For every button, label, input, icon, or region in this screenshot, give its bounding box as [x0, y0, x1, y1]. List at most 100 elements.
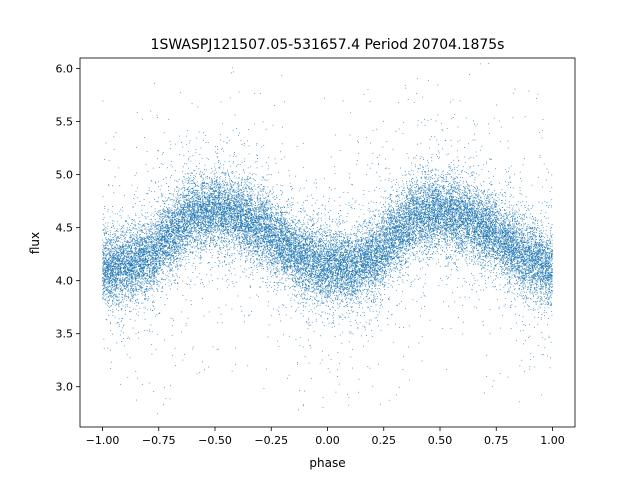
data-point	[324, 258, 326, 260]
data-point	[247, 226, 249, 228]
data-point	[289, 203, 291, 205]
data-point	[498, 242, 500, 244]
data-point	[205, 186, 207, 188]
data-point	[404, 197, 406, 199]
data-point	[346, 275, 348, 277]
data-point	[224, 206, 226, 208]
data-point	[219, 187, 220, 188]
data-point	[495, 234, 497, 235]
data-point	[265, 203, 267, 205]
data-point	[223, 184, 225, 186]
data-point	[370, 234, 372, 236]
data-point	[136, 112, 138, 113]
data-point	[146, 281, 147, 283]
data-point	[166, 254, 167, 256]
data-point	[521, 291, 523, 293]
data-point	[266, 240, 268, 242]
data-point	[370, 235, 372, 237]
data-point	[394, 253, 396, 255]
data-point	[395, 290, 397, 292]
data-point	[500, 214, 502, 215]
data-point	[155, 249, 157, 251]
data-point	[118, 255, 119, 256]
data-point	[168, 234, 170, 236]
data-point	[402, 218, 404, 219]
data-point	[346, 253, 347, 255]
data-point	[406, 228, 408, 229]
data-point	[187, 195, 189, 197]
data-point	[356, 279, 357, 280]
data-point	[332, 320, 334, 322]
data-point	[263, 250, 265, 252]
data-point	[285, 279, 287, 281]
data-point	[125, 277, 127, 279]
data-point	[115, 244, 117, 246]
data-point	[485, 216, 487, 218]
data-point	[361, 272, 363, 274]
data-point	[512, 219, 513, 221]
data-point	[364, 272, 366, 274]
data-point	[269, 229, 271, 231]
data-point	[230, 273, 232, 275]
data-point	[201, 218, 202, 220]
data-point	[356, 282, 357, 284]
data-point	[304, 288, 305, 290]
data-point	[304, 356, 306, 357]
data-point	[385, 222, 387, 224]
data-point	[213, 198, 214, 200]
data-point	[352, 249, 354, 251]
data-point	[146, 261, 148, 262]
data-point	[341, 276, 343, 277]
data-point	[376, 280, 378, 282]
data-point	[238, 185, 240, 186]
data-point	[257, 235, 259, 237]
data-point	[147, 247, 148, 249]
data-point	[408, 171, 410, 172]
data-point	[106, 231, 108, 233]
data-point	[382, 218, 383, 220]
data-point	[353, 247, 355, 249]
data-point	[358, 248, 359, 249]
data-point	[449, 219, 451, 221]
data-point	[322, 274, 324, 275]
data-point	[420, 211, 422, 213]
data-point	[258, 215, 260, 216]
data-point	[403, 207, 404, 209]
data-point	[277, 283, 278, 285]
data-point	[382, 265, 384, 267]
data-point	[525, 241, 527, 243]
data-point	[446, 258, 448, 259]
data-point	[339, 303, 341, 305]
data-point	[543, 281, 545, 282]
data-point	[298, 228, 300, 229]
data-point	[446, 230, 448, 231]
data-point	[536, 267, 538, 269]
data-point	[148, 233, 150, 234]
data-point	[186, 222, 188, 224]
data-point	[364, 244, 366, 246]
data-point	[461, 208, 463, 210]
data-point	[271, 230, 272, 232]
data-point	[432, 226, 434, 227]
data-point	[383, 233, 384, 234]
data-point	[215, 245, 216, 247]
data-point	[466, 254, 468, 256]
data-point	[527, 287, 529, 289]
data-point	[142, 237, 144, 239]
data-point	[250, 285, 251, 287]
data-point	[406, 245, 407, 247]
data-point	[205, 234, 207, 235]
data-point	[196, 197, 197, 199]
data-point	[493, 271, 494, 273]
data-point	[118, 303, 120, 305]
data-point	[463, 208, 465, 209]
data-point	[282, 252, 283, 254]
data-point	[434, 173, 436, 175]
data-point	[112, 224, 114, 226]
data-point	[405, 202, 407, 204]
data-point	[493, 218, 495, 220]
data-point	[456, 166, 458, 168]
data-point	[352, 184, 353, 186]
data-point	[128, 282, 130, 284]
data-point	[352, 295, 354, 297]
